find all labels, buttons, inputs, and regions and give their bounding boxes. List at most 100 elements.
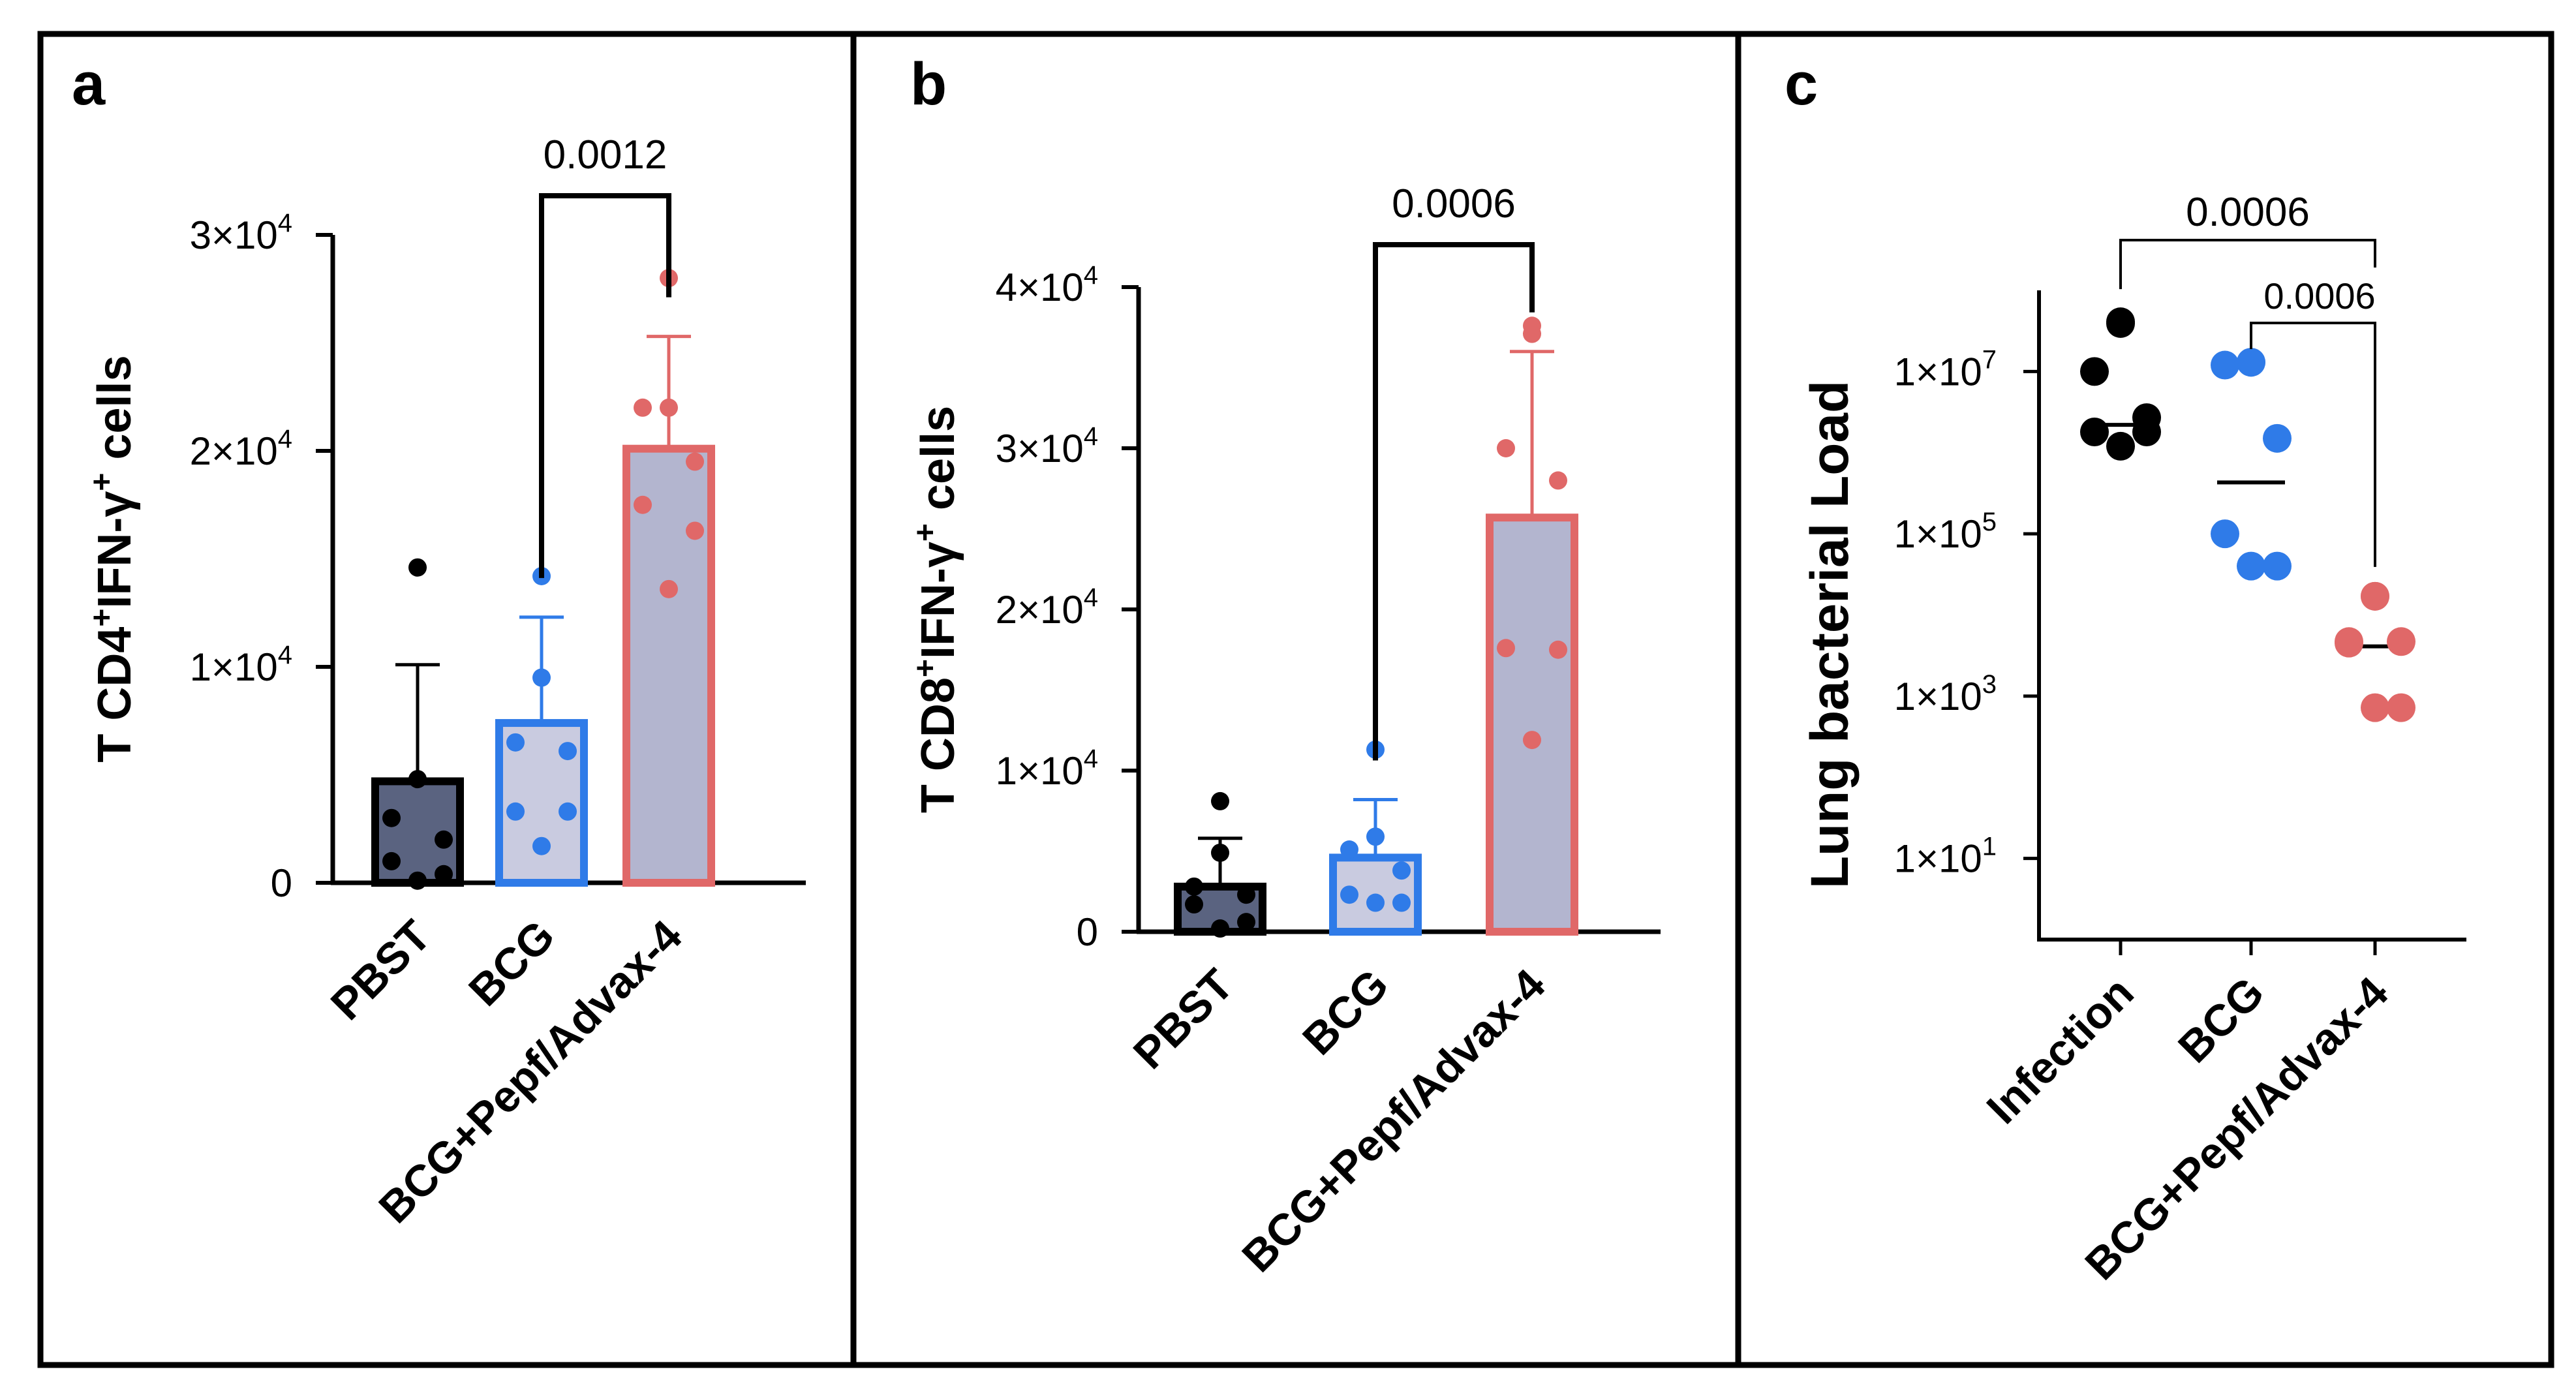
b-y-axis-label-sup2: + [908,523,943,542]
b-point-0-4 [1185,895,1203,914]
c-y-tick-label-3-exponent: 7 [1982,345,1997,374]
a-y-tick-label-3-exponent: 4 [278,209,292,238]
a-category-label-0: PBST [322,911,440,1030]
c-comparison-label-1: 0.0006 [2263,275,2375,316]
a-point-0-3 [435,830,453,849]
b-y-tick-label-1-mantissa: 1×10 [996,749,1084,793]
a-y-tick-label-3: 3×104 [190,209,292,257]
c-point-1-4 [2211,519,2239,549]
b-y-axis-label: T CD8+IFN-γ+ cells [908,406,964,813]
a-point-2-4 [634,495,652,514]
b-y-tick-label-4-exponent: 4 [1084,261,1098,290]
c-y-tick-label-2: 1×105 [1894,508,1997,556]
c-point-2-6 [2361,693,2389,722]
b-point-0-5 [1237,913,1255,932]
b-comparison-label: 0.0006 [1392,181,1516,226]
b-y-tick-label-3: 3×104 [996,422,1098,470]
c-point-2-3 [2387,627,2415,656]
b-point-1-6 [1366,893,1385,912]
b-y-tick-label-1: 1×104 [996,744,1098,793]
c-y-tick-label-1-exponent: 3 [1982,670,1997,699]
a-y-tick-label-3-mantissa: 3×10 [190,213,278,257]
b-y-tick-label-0-mantissa: 0 [1077,910,1098,954]
a-y-tick-label-2-exponent: 4 [278,425,292,453]
a-point-1-5 [559,802,577,821]
b-y-axis-label-part3: cells [912,406,964,523]
c-point-0-1 [2106,309,2135,338]
a-category-label-1: BCG [459,911,564,1016]
a-y-axis-label-part3: cells [89,355,141,472]
b-point-2-2 [1497,439,1515,457]
a-point-0-4 [382,851,401,870]
b-y-axis-label-sup1: + [908,659,943,677]
b-point-1-3 [1392,861,1411,880]
c-y-tick-label-2-mantissa: 1×10 [1894,512,1982,556]
b-point-2-6 [1523,731,1541,750]
b-y-tick-label-3-mantissa: 3×10 [996,427,1084,470]
a-point-1-4 [506,802,525,821]
c-point-0-6 [2106,431,2135,461]
a-point-0-5 [435,865,453,883]
a-comparison-label: 0.0012 [544,132,667,177]
panel-b-frame [850,31,1741,1368]
b-point-2-4 [1497,639,1515,658]
a-y-tick-label-2-mantissa: 2×10 [190,429,278,473]
b-category-label-2: BCG+Pepf/Advax-4 [1233,960,1554,1281]
b-point-2-3 [1549,471,1567,490]
b-bar-2 [1486,514,1578,936]
a-point-2-5 [686,521,704,540]
c-y-tick-label-0-exponent: 1 [1982,833,1997,861]
b-y-tick-label-0: 0 [1077,910,1098,954]
a-point-1-1 [532,668,551,687]
a-point-0-2 [382,808,401,827]
c-y-axis-label: Lung bacterial Load [1800,380,1860,889]
c-comparison-label-0: 0.0006 [2186,190,2310,235]
a-y-tick-label-0: 0 [271,861,292,905]
a-y-tick-label-2: 2×104 [190,425,292,473]
a-y-axis-label-part1: T CD4 [89,627,141,763]
c-category-label-1: BCG [2169,968,2274,1073]
b-y-tick-label-4-mantissa: 4×10 [996,266,1084,309]
a-point-1-2 [506,733,525,752]
b-point-1-1 [1366,827,1385,846]
a-point-2-3 [686,452,704,471]
a-y-axis-label-part2: IFN-γ [89,491,141,609]
b-point-1-2 [1340,840,1358,859]
c-point-1-3 [2263,423,2292,453]
panel-label-a: a [72,51,106,117]
a-y-axis-label-sup2: + [85,473,119,491]
a-y-axis-label: T CD4+IFN-γ+ cells [85,355,141,762]
b-point-1-4 [1340,885,1358,904]
c-y-tick-label-3-mantissa: 1×10 [1894,350,1982,393]
a-point-1-6 [532,836,551,855]
b-comparison-bracket [1373,242,1535,761]
panel-c-frame [1735,31,2554,1368]
c-point-0-4 [2080,418,2109,447]
a-comparison-bracket [539,193,671,578]
a-point-2-2 [634,398,652,417]
b-category-label-1: BCG [1293,960,1398,1065]
c-y-tick-label-0-mantissa: 1×10 [1894,837,1982,881]
b-y-tick-label-2: 2×104 [996,583,1098,632]
c-point-1-1 [2237,348,2265,377]
c-y-tick-label-3: 1×107 [1894,345,1997,393]
b-y-tick-label-4: 4×104 [996,261,1098,309]
c-point-1-6 [2237,551,2265,581]
c-point-2-5 [2387,693,2415,722]
c-point-2-1 [2361,581,2389,611]
b-point-0-2 [1185,877,1203,896]
panel-label-c: c [1785,51,1818,117]
b-point-1-5 [1392,893,1411,912]
b-point-0-0 [1211,791,1229,810]
b-point-2-1 [1523,324,1541,343]
b-y-tick-label-1-exponent: 4 [1084,744,1098,773]
c-y-tick-label-1: 1×103 [1894,670,1997,718]
c-y-tick-label-2-exponent: 5 [1982,508,1997,536]
c-comparison-bracket-1 [2250,322,2376,567]
b-point-0-6 [1211,919,1229,938]
a-y-tick-label-1-exponent: 4 [278,641,292,669]
